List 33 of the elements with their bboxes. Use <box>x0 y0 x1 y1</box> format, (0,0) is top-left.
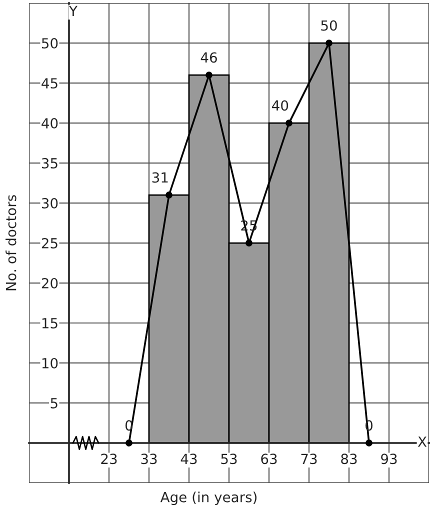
y-tick-label: 50 <box>42 38 58 49</box>
data-label: 40 <box>272 100 288 111</box>
point <box>206 72 212 79</box>
y-tick-label: 45 <box>42 78 58 89</box>
y-tick-label: 40 <box>42 118 58 129</box>
y-tick-label: 25 <box>42 238 58 248</box>
y-tick-label: 10 <box>42 358 58 368</box>
x-axis-title: Age (in years) <box>160 492 257 506</box>
x-tick-label: 93 <box>381 454 397 464</box>
x-tick-label: 23 <box>101 454 117 464</box>
x-tick-label: 33 <box>141 454 157 464</box>
y-tick-label: 15 <box>42 318 58 328</box>
annotation: Y <box>68 6 78 16</box>
x-tick-label: 63 <box>261 454 277 464</box>
y-tick-label: 20 <box>42 278 58 288</box>
point <box>126 440 132 446</box>
y-tick-label: 5 <box>50 398 58 408</box>
data-label: 50 <box>321 20 337 31</box>
y-axis-title: No. of doctors <box>6 195 16 290</box>
point <box>326 40 332 47</box>
data-label: 46 <box>200 52 217 63</box>
x-tick-label: 83 <box>341 454 357 464</box>
y-tick-label: 35 <box>42 158 58 169</box>
x-tick-label: 73 <box>301 454 317 464</box>
point <box>366 440 372 446</box>
point <box>246 240 252 246</box>
x-tick-label: 53 <box>221 454 237 464</box>
point <box>286 120 292 127</box>
y-tick-label: 30 <box>42 198 58 208</box>
data-label: 31 <box>152 172 168 183</box>
point <box>166 192 172 198</box>
x-tick-label: 43 <box>180 454 197 464</box>
annotation: X <box>418 436 427 447</box>
